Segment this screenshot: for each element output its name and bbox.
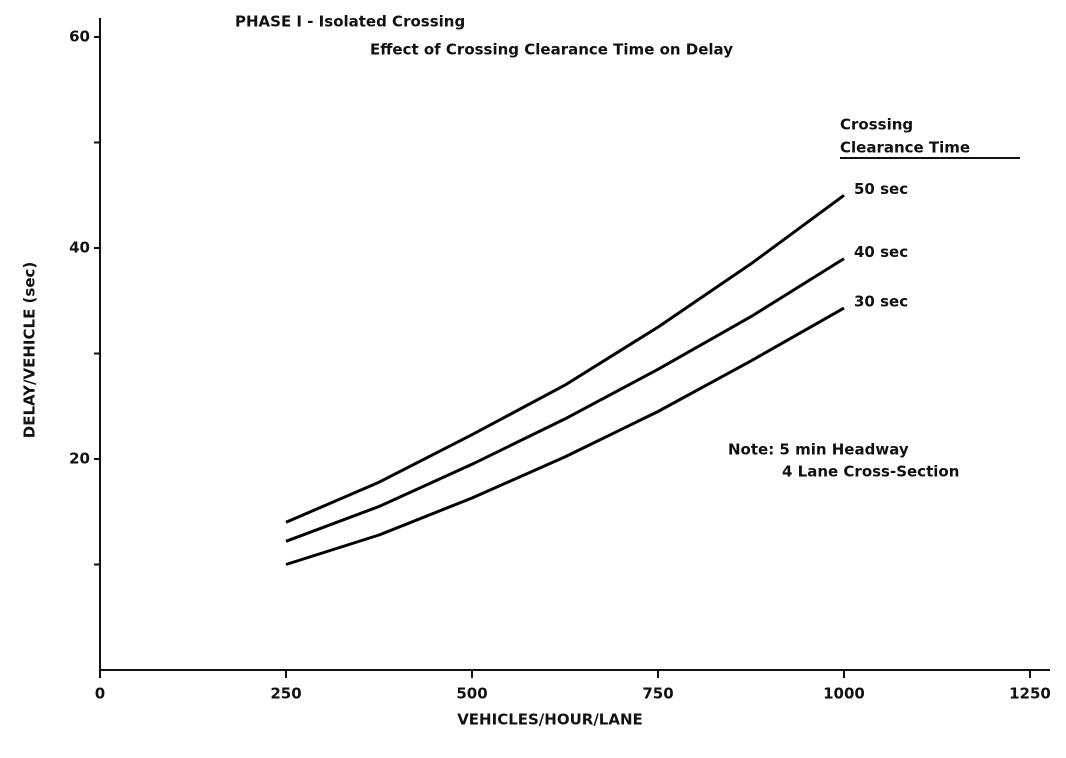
y-tick-label: 20 [69, 450, 90, 468]
series-line [285, 257, 845, 543]
annotation: 4 Lane Cross-Section [782, 463, 959, 481]
annotation: Note: 5 min Headway [728, 441, 909, 459]
x-tick-label: 500 [456, 685, 487, 703]
chart-subtitle: Effect of Crossing Clearance Time on Del… [370, 41, 733, 59]
x-tick-label: 750 [642, 685, 673, 703]
x-tick-label: 0 [95, 685, 105, 703]
legend-title: Crossing [840, 116, 913, 134]
x-tick-label: 1000 [823, 685, 865, 703]
y-tick-label: 40 [69, 239, 90, 257]
series-label: 50 sec [854, 180, 908, 198]
chart-title: PHASE I - Isolated Crossing [235, 13, 465, 31]
series-label: 40 sec [854, 243, 908, 261]
x-tick-label: 250 [270, 685, 301, 703]
y-axis-label: DELAY/VEHICLE (sec) [21, 262, 39, 439]
legend-title: Clearance Time [840, 139, 970, 157]
x-axis-label: VEHICLES/HOUR/LANE [457, 711, 643, 729]
series-line [285, 194, 845, 524]
y-tick-label: 60 [69, 28, 90, 46]
series-line [285, 306, 845, 566]
series-label: 30 sec [854, 293, 908, 311]
x-tick-label: 1250 [1009, 685, 1051, 703]
